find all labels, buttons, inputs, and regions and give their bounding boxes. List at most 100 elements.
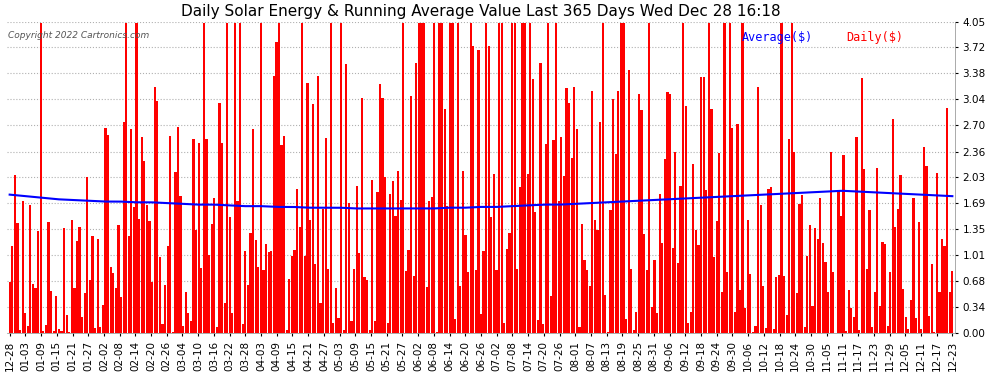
Bar [259, 22, 262, 333]
Bar [136, 22, 138, 333]
Bar [620, 22, 622, 333]
Bar [156, 102, 158, 333]
Bar [565, 88, 567, 333]
Bar [153, 87, 155, 333]
Bar [628, 70, 630, 333]
Bar [910, 300, 912, 333]
Bar [169, 136, 171, 333]
Bar [889, 272, 891, 333]
Bar [141, 137, 143, 333]
Bar [555, 22, 557, 333]
Bar [607, 332, 609, 333]
Text: Copyright 2022 Cartronics.com: Copyright 2022 Cartronics.com [8, 31, 149, 40]
Bar [249, 233, 251, 333]
Bar [897, 209, 899, 333]
Bar [57, 329, 60, 333]
Bar [817, 239, 819, 333]
Bar [819, 198, 822, 333]
Bar [185, 292, 187, 333]
Bar [913, 198, 915, 333]
Bar [653, 260, 655, 333]
Bar [557, 201, 559, 333]
Bar [397, 171, 399, 333]
Bar [14, 176, 16, 333]
Bar [692, 164, 694, 333]
Bar [461, 171, 464, 333]
Bar [599, 122, 601, 333]
Bar [737, 124, 739, 333]
Bar [43, 331, 45, 333]
Bar [475, 270, 477, 333]
Bar [125, 22, 128, 333]
Bar [333, 323, 335, 333]
Bar [905, 316, 907, 333]
Bar [448, 22, 451, 333]
Bar [799, 204, 801, 333]
Bar [208, 255, 210, 333]
Bar [641, 110, 643, 333]
Bar [76, 241, 78, 333]
Bar [456, 22, 458, 333]
Bar [785, 315, 788, 333]
Bar [806, 256, 809, 333]
Bar [804, 327, 806, 333]
Bar [115, 288, 117, 333]
Bar [239, 22, 242, 333]
Bar [866, 269, 868, 333]
Bar [749, 274, 751, 333]
Bar [892, 118, 894, 333]
Bar [900, 175, 902, 333]
Bar [576, 129, 578, 333]
Bar [32, 284, 34, 333]
Bar [187, 313, 189, 333]
Bar [602, 22, 604, 333]
Bar [138, 219, 141, 333]
Bar [426, 287, 428, 333]
Bar [415, 63, 418, 333]
Bar [522, 22, 524, 333]
Bar [573, 87, 575, 333]
Bar [783, 276, 785, 333]
Bar [278, 22, 280, 333]
Bar [549, 296, 552, 333]
Bar [751, 332, 754, 333]
Text: Daily($): Daily($) [845, 31, 903, 44]
Bar [368, 330, 370, 333]
Bar [392, 181, 394, 333]
Bar [451, 22, 453, 333]
Bar [301, 22, 303, 333]
Bar [873, 292, 876, 333]
Bar [340, 22, 343, 333]
Bar [612, 99, 614, 333]
Bar [610, 210, 612, 333]
Bar [809, 225, 811, 333]
Bar [833, 273, 835, 333]
Bar [107, 135, 109, 333]
Bar [158, 256, 161, 333]
Bar [413, 276, 415, 333]
Bar [754, 326, 756, 333]
Bar [216, 327, 218, 333]
Bar [661, 243, 663, 333]
Bar [30, 205, 32, 333]
Bar [746, 220, 748, 333]
Bar [151, 282, 153, 333]
Bar [793, 152, 796, 333]
Bar [586, 270, 588, 333]
Bar [444, 109, 446, 333]
Bar [923, 147, 925, 333]
Bar [682, 22, 684, 333]
Bar [40, 22, 42, 333]
Bar [296, 189, 298, 333]
Bar [560, 137, 562, 333]
Text: Average($): Average($) [742, 31, 813, 44]
Bar [280, 145, 283, 333]
Bar [203, 22, 205, 333]
Title: Daily Solar Energy & Running Average Value Last 365 Days Wed Dec 28 16:18: Daily Solar Energy & Running Average Val… [181, 4, 781, 19]
Bar [78, 226, 81, 333]
Bar [638, 94, 641, 333]
Bar [22, 201, 24, 333]
Bar [886, 326, 889, 333]
Bar [346, 64, 347, 333]
Bar [52, 330, 54, 333]
